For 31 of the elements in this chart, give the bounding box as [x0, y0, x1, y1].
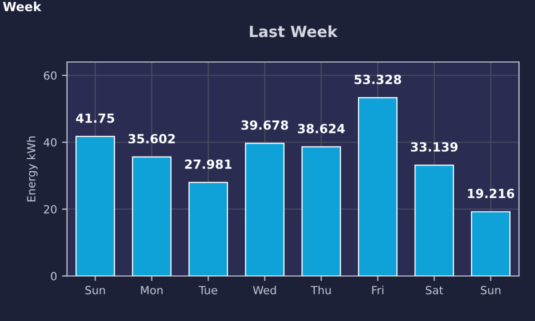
data-label: 53.328: [354, 74, 402, 84]
y-tick-label: 20: [44, 205, 57, 214]
x-tick-label: Sun: [480, 286, 500, 294]
text: Week: [3, 2, 42, 12]
data-label: 35.602: [128, 134, 175, 144]
data-label: 33.139: [410, 142, 458, 152]
x-tick-label: Thu: [310, 286, 331, 294]
bar: [244, 142, 285, 276]
x-tick-label: Mon: [141, 286, 163, 294]
chart-title: Last Week: [250, 25, 338, 38]
bar: [301, 146, 342, 276]
x-tick-label: Sun: [85, 286, 105, 294]
x-tick-label: Sat: [426, 286, 444, 294]
x-tick-label: Tue: [198, 286, 218, 294]
bar: [414, 164, 454, 276]
y-axis-title: Energy kWh: [26, 136, 38, 202]
bar: [188, 182, 228, 276]
bar: [75, 136, 116, 276]
bar: [358, 97, 398, 276]
x-tick-label: Fri: [372, 286, 384, 294]
data-label: 39.678: [241, 120, 288, 130]
y-tick-label: 60: [44, 71, 57, 80]
y-tick-label: 40: [44, 138, 57, 147]
y-tick-label: 0: [50, 272, 57, 280]
data-label: 38.624: [298, 124, 345, 134]
data-label: 41.75: [76, 114, 114, 123]
data-label: 27.981: [185, 159, 232, 169]
x-tick-label: Wed: [253, 286, 276, 294]
data-label: 19.216: [468, 188, 514, 198]
bar: [470, 211, 511, 276]
bar: [132, 156, 172, 276]
